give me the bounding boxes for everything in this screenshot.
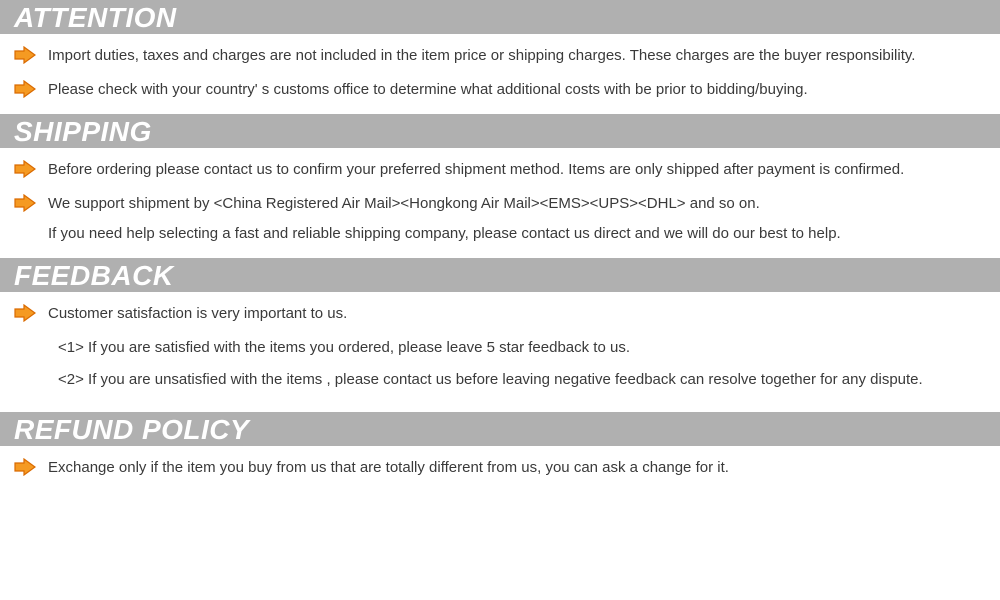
list-item: Before ordering please contact us to con… [14, 158, 986, 182]
list-item: Import duties, taxes and charges are not… [14, 44, 986, 68]
bullet-text: Before ordering please contact us to con… [48, 158, 904, 182]
section-header-feedback: FEEDBACK [0, 258, 1000, 292]
arrow-right-icon [14, 80, 36, 98]
section-title: ATTENTION [14, 2, 177, 33]
arrow-right-icon [14, 160, 36, 178]
list-item: Customer satisfaction is very important … [14, 302, 986, 326]
arrow-right-icon [14, 194, 36, 212]
section-body-refund: Exchange only if the item you buy from u… [0, 446, 1000, 492]
bullet-text: Exchange only if the item you buy from u… [48, 456, 729, 480]
list-item: Exchange only if the item you buy from u… [14, 456, 986, 480]
list-item: Please check with your country' s custom… [14, 78, 986, 102]
feedback-sub-2: <2> If you are unsatisfied with the item… [58, 368, 986, 392]
bullet-text: We support shipment by <China Registered… [48, 192, 841, 246]
section-header-shipping: SHIPPING [0, 114, 1000, 148]
section-body-shipping: Before ordering please contact us to con… [0, 148, 1000, 258]
section-title: FEEDBACK [14, 260, 174, 291]
list-item: We support shipment by <China Registered… [14, 192, 986, 246]
section-title: SHIPPING [14, 116, 152, 147]
section-title: REFUND POLICY [14, 414, 249, 445]
section-header-attention: ATTENTION [0, 0, 1000, 34]
bullet-text: Please check with your country' s custom… [48, 78, 808, 102]
bullet-line2: If you need help selecting a fast and re… [48, 222, 841, 246]
bullet-line1: We support shipment by <China Registered… [48, 195, 760, 212]
bullet-text: Import duties, taxes and charges are not… [48, 44, 915, 68]
arrow-right-icon [14, 458, 36, 476]
feedback-sub-1: <1> If you are satisfied with the items … [58, 336, 986, 360]
section-body-attention: Import duties, taxes and charges are not… [0, 34, 1000, 114]
section-body-feedback: Customer satisfaction is very important … [0, 292, 1000, 412]
arrow-right-icon [14, 46, 36, 64]
bullet-text: Customer satisfaction is very important … [48, 302, 347, 326]
arrow-right-icon [14, 304, 36, 322]
section-header-refund: REFUND POLICY [0, 412, 1000, 446]
